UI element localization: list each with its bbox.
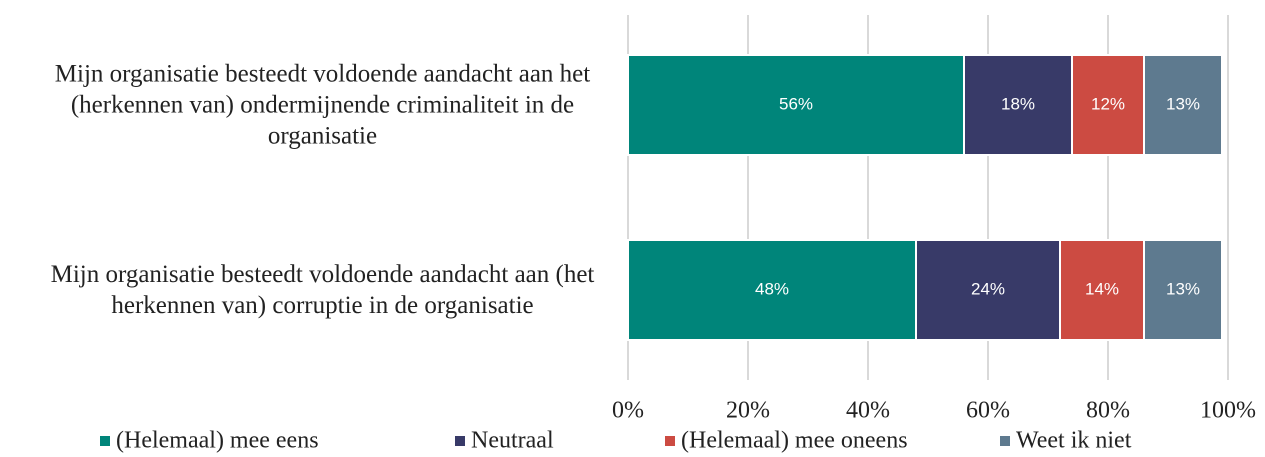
value-label: 14%: [1085, 279, 1119, 298]
value-label: 18%: [1001, 94, 1035, 113]
legend-swatch: [1000, 436, 1010, 446]
bar-segment: [915, 239, 1061, 341]
category-label: Mijn organisatie besteedt voldoende aand…: [54, 60, 591, 150]
value-label: 13%: [1166, 279, 1200, 298]
legend-label: Neutraal: [471, 428, 554, 454]
x-tick-label: 80%: [1086, 398, 1130, 424]
x-tick-label: 0%: [612, 398, 644, 424]
legend-label: Weet ik niet: [1016, 428, 1132, 454]
legend-swatch: [455, 436, 465, 446]
bar-segment: [1143, 239, 1223, 341]
legend-label: (Helemaal) mee eens: [116, 428, 319, 454]
bar-segment: [1071, 54, 1145, 156]
value-label: 24%: [971, 279, 1005, 298]
bar-segment: [627, 239, 917, 341]
legend-swatch: [665, 436, 675, 446]
bar-segment: [1143, 54, 1223, 156]
x-tick-label: 40%: [846, 398, 890, 424]
category-label: Mijn organisatie besteedt voldoende aand…: [50, 261, 595, 319]
value-label: 13%: [1166, 94, 1200, 113]
value-label: 56%: [779, 94, 813, 113]
value-label: 48%: [755, 279, 789, 298]
x-tick-label: 60%: [966, 398, 1010, 424]
x-tick-label: 100%: [1200, 398, 1256, 424]
x-tick-label: 20%: [726, 398, 770, 424]
legend-label: (Helemaal) mee oneens: [681, 428, 908, 454]
legend-swatch: [100, 436, 110, 446]
bar-segment: [1059, 239, 1145, 341]
bar-segment: [627, 54, 965, 156]
value-label: 12%: [1091, 94, 1125, 113]
